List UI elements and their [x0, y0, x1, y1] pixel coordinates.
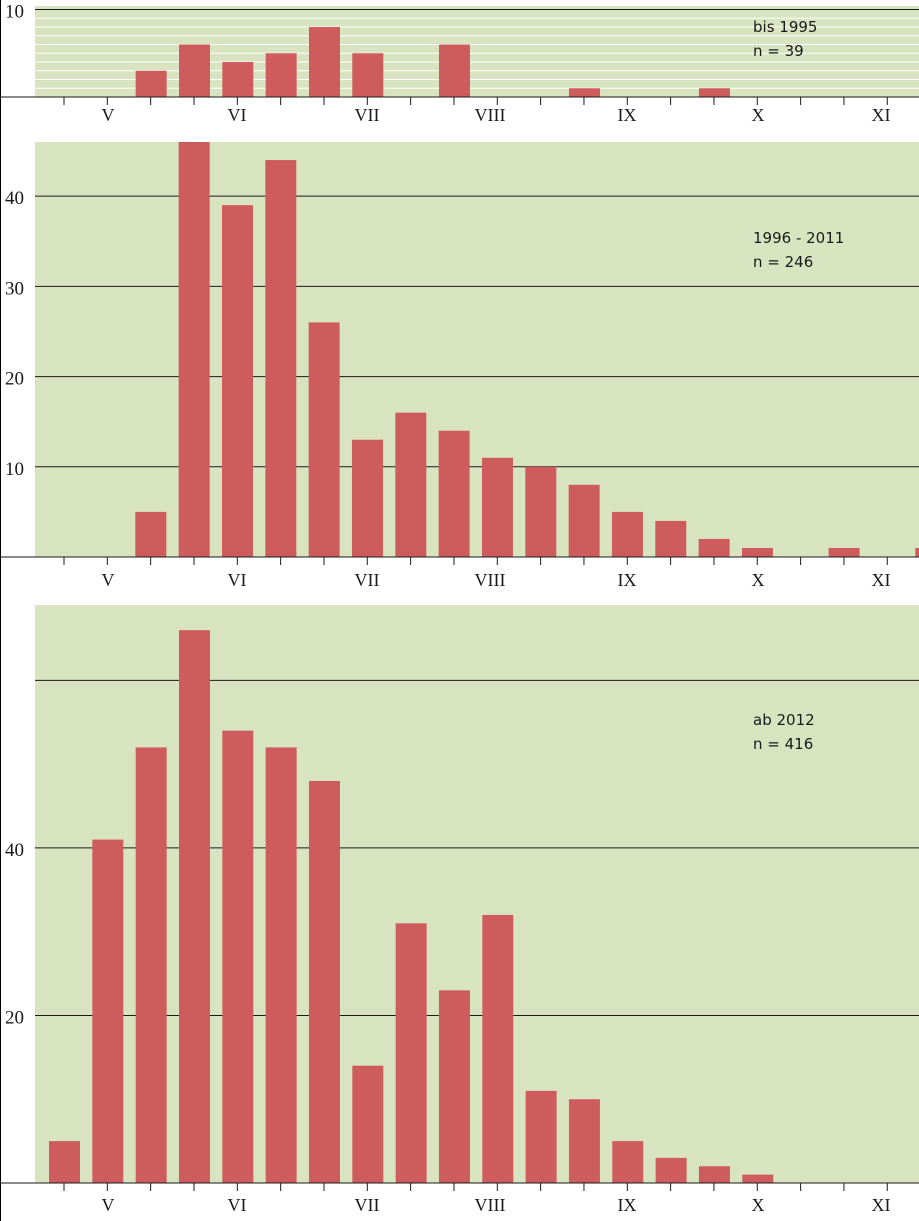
x-tick-label: X [752, 105, 765, 125]
x-tick-label: X [752, 1195, 765, 1215]
bar [612, 1141, 644, 1183]
bar [395, 923, 427, 1183]
y-tick-label: 40 [5, 840, 24, 861]
x-tick-label: V [102, 1195, 115, 1215]
bar [308, 322, 340, 557]
bar [438, 430, 470, 557]
x-tick-label: VI [228, 1195, 247, 1215]
x-tick-label: IX [618, 105, 637, 125]
y-tick-label: 30 [5, 278, 24, 299]
x-tick-label: X [752, 570, 765, 590]
bar [655, 520, 687, 557]
bar [222, 62, 254, 97]
y-tick-label: 20 [5, 369, 24, 390]
y-tick-label: 10 [5, 459, 24, 480]
bar [828, 547, 860, 557]
chart-svg-1996-2011: 10 20 30 40 V VI VII VIII IX X XI [0, 142, 919, 590]
y-tick-label: 40 [5, 188, 24, 209]
bar [395, 412, 427, 557]
x-tick-label: VIII [475, 570, 506, 590]
bar [741, 547, 773, 557]
x-tick-label: XI [872, 105, 891, 125]
x-tick-label: XI [872, 570, 891, 590]
bar [352, 1065, 384, 1183]
bar [568, 484, 600, 557]
x-tick-label: V [102, 570, 115, 590]
x-tick-label: VI [228, 570, 247, 590]
bar [135, 747, 167, 1183]
chart-svg-ab-2012: 20 40 V VI VII VIII IX X XI [0, 605, 919, 1215]
bar [698, 88, 730, 97]
bar [49, 1141, 80, 1183]
y-tick-label: 20 [5, 1007, 24, 1028]
bar [135, 511, 167, 557]
bar [221, 205, 253, 558]
plot-area [35, 605, 919, 1183]
annotation-count: n = 39 [753, 42, 804, 60]
annotation-period: 1996 - 2011 [753, 229, 845, 247]
bar [178, 630, 210, 1183]
annotation-period: bis 1995 [753, 18, 818, 36]
x-tick-label: XI [872, 1195, 891, 1215]
bar [525, 1090, 557, 1183]
bar [222, 730, 254, 1183]
annotation-count: n = 416 [753, 735, 814, 753]
bar [698, 538, 730, 557]
bar [308, 27, 340, 97]
bar [915, 547, 919, 557]
bar [438, 990, 470, 1183]
bar [438, 44, 470, 97]
bar [568, 1099, 600, 1183]
bar [481, 457, 513, 557]
bar [698, 1166, 730, 1183]
x-tick-label: VIII [475, 1195, 506, 1215]
chart-panel-1996-2011: 10 20 30 40 V VI VII VIII IX X XI 1996 - 2011 n = … [0, 140, 919, 605]
bar [135, 70, 167, 97]
x-tick-label: VII [355, 105, 380, 125]
x-tick-label: V [102, 105, 115, 125]
bar [178, 44, 210, 97]
bar [178, 142, 210, 557]
bar [92, 839, 124, 1183]
bar [568, 88, 600, 97]
bar [352, 53, 384, 97]
x-tick-label: VII [355, 1195, 380, 1215]
chart-panel-ab-2012: 20 40 V VI VII VIII IX X XI ab 2012 n = 416 [0, 605, 919, 1221]
bar [525, 466, 557, 557]
chart-svg-bis-1995: 10 V VI VII VIII IX X XI [0, 2, 919, 125]
bar [265, 53, 297, 97]
bar [265, 160, 297, 558]
annotation-period: ab 2012 [753, 711, 815, 729]
bar [308, 780, 340, 1183]
bar [742, 1174, 774, 1183]
x-tick-label: IX [618, 570, 637, 590]
annotation-count: n = 246 [753, 253, 814, 271]
bar [351, 439, 383, 557]
plot-area [35, 142, 919, 557]
bar [482, 914, 514, 1183]
chart-panel-bis-1995: 10 V VI VII VIII IX X XI bis 1995 n = 39 [0, 0, 919, 140]
y-tick-label: 10 [5, 2, 24, 23]
x-tick-label: VI [228, 105, 247, 125]
x-tick-label: IX [618, 1195, 637, 1215]
x-tick-label: VIII [475, 105, 506, 125]
bar [611, 511, 643, 557]
bar [655, 1157, 687, 1183]
bar [265, 747, 297, 1183]
x-tick-label: VII [355, 570, 380, 590]
chart-frame-left [0, 0, 1, 1221]
